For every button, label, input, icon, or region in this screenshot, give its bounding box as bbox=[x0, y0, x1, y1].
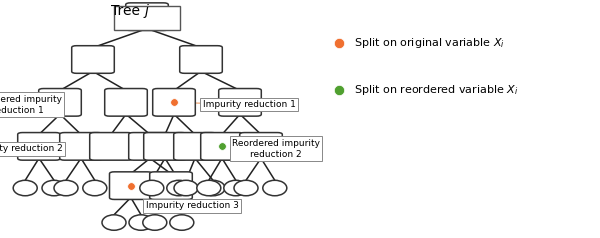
FancyBboxPatch shape bbox=[104, 89, 148, 116]
Text: Impurity reduction 2: Impurity reduction 2 bbox=[0, 144, 63, 153]
Ellipse shape bbox=[201, 180, 225, 196]
FancyBboxPatch shape bbox=[39, 89, 82, 116]
FancyBboxPatch shape bbox=[18, 133, 61, 160]
Point bbox=[34, 144, 44, 148]
Ellipse shape bbox=[234, 180, 258, 196]
Text: Impurity reduction 1: Impurity reduction 1 bbox=[203, 100, 295, 109]
FancyBboxPatch shape bbox=[90, 133, 133, 160]
Ellipse shape bbox=[13, 180, 37, 196]
Ellipse shape bbox=[83, 180, 107, 196]
Ellipse shape bbox=[102, 215, 126, 230]
Text: Tree: Tree bbox=[110, 4, 144, 18]
Point bbox=[334, 89, 344, 92]
Ellipse shape bbox=[140, 180, 164, 196]
FancyBboxPatch shape bbox=[72, 46, 114, 73]
Ellipse shape bbox=[42, 180, 66, 196]
FancyBboxPatch shape bbox=[200, 133, 244, 160]
Ellipse shape bbox=[263, 180, 287, 196]
Text: Reordered impurity
reduction 2: Reordered impurity reduction 2 bbox=[232, 139, 320, 159]
FancyBboxPatch shape bbox=[128, 133, 172, 160]
FancyBboxPatch shape bbox=[110, 172, 152, 199]
Point bbox=[126, 184, 136, 188]
Text: Impurity reduction 3: Impurity reduction 3 bbox=[146, 201, 238, 210]
FancyBboxPatch shape bbox=[180, 46, 223, 73]
Point bbox=[169, 100, 179, 104]
Ellipse shape bbox=[54, 180, 78, 196]
Text: Split on reordered variable $X_i$: Split on reordered variable $X_i$ bbox=[354, 84, 518, 97]
Point bbox=[334, 41, 344, 45]
FancyBboxPatch shape bbox=[240, 133, 283, 160]
FancyBboxPatch shape bbox=[126, 3, 168, 30]
FancyBboxPatch shape bbox=[149, 172, 192, 199]
Ellipse shape bbox=[170, 215, 194, 230]
Text: Reordered impurity
reduction 1: Reordered impurity reduction 1 bbox=[0, 95, 62, 115]
Text: Split on original variable $X_i$: Split on original variable $X_i$ bbox=[354, 36, 505, 50]
FancyBboxPatch shape bbox=[144, 133, 187, 160]
FancyBboxPatch shape bbox=[152, 89, 196, 116]
Point bbox=[217, 144, 227, 148]
Ellipse shape bbox=[174, 180, 198, 196]
Point bbox=[55, 100, 65, 104]
Ellipse shape bbox=[129, 215, 153, 230]
FancyBboxPatch shape bbox=[218, 89, 262, 116]
Ellipse shape bbox=[167, 180, 191, 196]
FancyBboxPatch shape bbox=[114, 6, 180, 30]
FancyBboxPatch shape bbox=[174, 133, 216, 160]
Text: j: j bbox=[145, 4, 148, 18]
Ellipse shape bbox=[224, 180, 248, 196]
FancyBboxPatch shape bbox=[60, 133, 103, 160]
Ellipse shape bbox=[197, 180, 221, 196]
Ellipse shape bbox=[143, 215, 167, 230]
